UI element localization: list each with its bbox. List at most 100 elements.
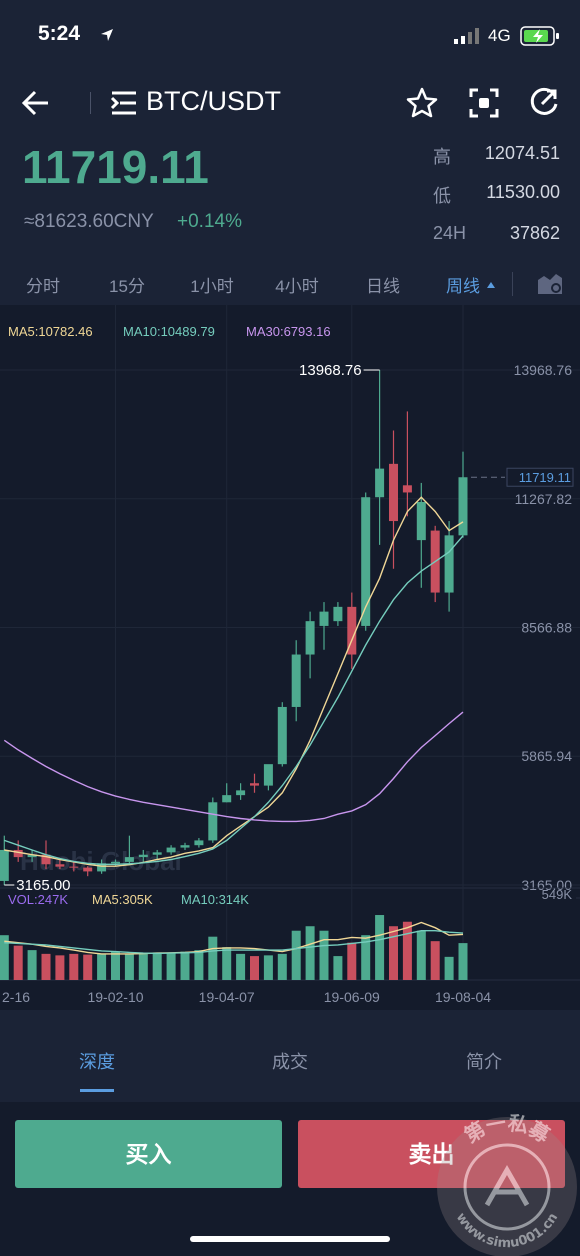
candle-body bbox=[152, 852, 162, 855]
ma-line bbox=[4, 496, 464, 867]
volume-bar bbox=[347, 942, 357, 980]
interval-tab[interactable]: 周线 bbox=[446, 277, 480, 296]
back-button[interactable] bbox=[20, 88, 52, 118]
candle-body bbox=[291, 654, 301, 707]
screenshot-button[interactable] bbox=[469, 88, 499, 118]
x-tick-label: 19-08-04 bbox=[435, 989, 491, 1005]
last-price-box bbox=[506, 467, 574, 487]
ma-legend: MA5:10782.46 bbox=[8, 324, 93, 339]
volume-bar bbox=[13, 945, 23, 980]
bottom-tab[interactable]: 简介 bbox=[466, 1052, 502, 1072]
candle-body bbox=[83, 867, 93, 872]
candle-body bbox=[41, 854, 51, 865]
chart-background bbox=[0, 305, 580, 1010]
candle-body bbox=[13, 849, 23, 858]
candle-body bbox=[97, 863, 107, 872]
stat-label: 高 bbox=[433, 147, 451, 167]
y-tick-label: 11267.82 bbox=[515, 491, 573, 507]
active-caret bbox=[487, 282, 495, 288]
ma-line bbox=[3, 711, 464, 823]
candle-body bbox=[222, 795, 232, 803]
buy-button[interactable]: 买入 bbox=[15, 1120, 282, 1188]
volume-tick-label: 549K bbox=[542, 887, 573, 902]
network-type: 4G bbox=[488, 26, 511, 45]
bottom-tab[interactable]: 成交 bbox=[272, 1052, 308, 1072]
volume-bar bbox=[263, 955, 273, 980]
sell-button[interactable]: 卖出 bbox=[298, 1120, 565, 1188]
candle-body bbox=[138, 854, 148, 858]
battery-icon bbox=[520, 26, 559, 46]
ma-legend: MA10:10489.79 bbox=[123, 324, 215, 339]
stamp-watermark: 第一私募 www.simu001.cn bbox=[437, 1110, 577, 1256]
stat-value: 37862 bbox=[509, 223, 560, 243]
menu-icon[interactable] bbox=[110, 90, 138, 116]
volume-bar bbox=[305, 926, 315, 980]
tab-underline bbox=[80, 1089, 114, 1092]
volume-bar bbox=[152, 952, 162, 980]
candle-body bbox=[194, 840, 204, 846]
candle-body bbox=[458, 477, 468, 536]
candle-body bbox=[55, 864, 65, 867]
divider bbox=[90, 92, 91, 114]
candle-body bbox=[361, 497, 371, 626]
pair-title[interactable]: BTC/USDT bbox=[146, 86, 281, 116]
candle-body bbox=[69, 866, 79, 868]
volume-bar bbox=[55, 955, 65, 980]
x-tick-label: 2-16 bbox=[2, 989, 30, 1005]
interval-tab[interactable]: 15分 bbox=[109, 277, 145, 296]
volume-bar bbox=[111, 951, 120, 980]
volume-bar bbox=[180, 951, 190, 980]
x-tick-label: 19-04-07 bbox=[199, 989, 255, 1005]
volume-bar bbox=[138, 953, 148, 980]
volume-ma-line bbox=[4, 930, 464, 955]
candle-body bbox=[27, 854, 37, 858]
interval-tab[interactable]: 1小时 bbox=[190, 277, 234, 296]
x-tick-label: 19-06-09 bbox=[324, 989, 380, 1005]
volume-bar bbox=[458, 943, 468, 980]
volume-bar bbox=[0, 935, 9, 980]
volume-bar bbox=[97, 953, 107, 980]
volume-bar bbox=[124, 953, 134, 980]
volume-bar bbox=[361, 935, 371, 980]
volume-bar bbox=[208, 936, 218, 980]
volume-ma-line bbox=[4, 921, 464, 955]
y-tick-label: 8566.88 bbox=[521, 620, 572, 636]
last-price: 11719.11 bbox=[22, 141, 209, 193]
share-button[interactable] bbox=[528, 86, 560, 118]
candle-body bbox=[444, 535, 454, 593]
candle-body bbox=[166, 847, 176, 853]
volume-bar bbox=[41, 953, 51, 980]
signal-icon bbox=[454, 28, 479, 44]
stat-value: 12074.51 bbox=[484, 143, 560, 163]
candle-body bbox=[124, 857, 134, 862]
candle-body bbox=[180, 845, 190, 848]
volume-bar bbox=[416, 930, 426, 980]
volume-bar bbox=[444, 956, 454, 980]
volume-bar bbox=[333, 956, 343, 980]
last-price-label: 11719.11 bbox=[519, 470, 571, 485]
candle-body bbox=[389, 463, 398, 522]
interval-tab[interactable]: 4小时 bbox=[275, 277, 319, 296]
volume-bar bbox=[83, 954, 93, 980]
candle-body bbox=[347, 606, 357, 655]
volume-bar bbox=[166, 953, 176, 980]
interval-tab[interactable]: 日线 bbox=[366, 277, 400, 296]
interval-tab[interactable]: 分时 bbox=[26, 277, 60, 296]
chart-settings[interactable] bbox=[536, 270, 564, 296]
candle-body bbox=[111, 861, 120, 864]
favorite-button[interactable] bbox=[405, 86, 439, 118]
stat-label: 24H bbox=[433, 223, 467, 243]
volume-bar bbox=[222, 947, 232, 980]
candle-body bbox=[416, 501, 426, 541]
cny-price: ≈81623.60CNY bbox=[24, 211, 154, 232]
divider bbox=[512, 272, 513, 296]
location-icon bbox=[101, 29, 113, 41]
volume-bar bbox=[375, 915, 385, 980]
volume-bar bbox=[194, 950, 204, 980]
bottom-tab[interactable]: 深度 bbox=[79, 1052, 115, 1072]
volume-bar bbox=[430, 941, 440, 980]
candle-body bbox=[208, 802, 218, 841]
candle-body bbox=[305, 621, 315, 655]
home-indicator bbox=[190, 1236, 390, 1242]
